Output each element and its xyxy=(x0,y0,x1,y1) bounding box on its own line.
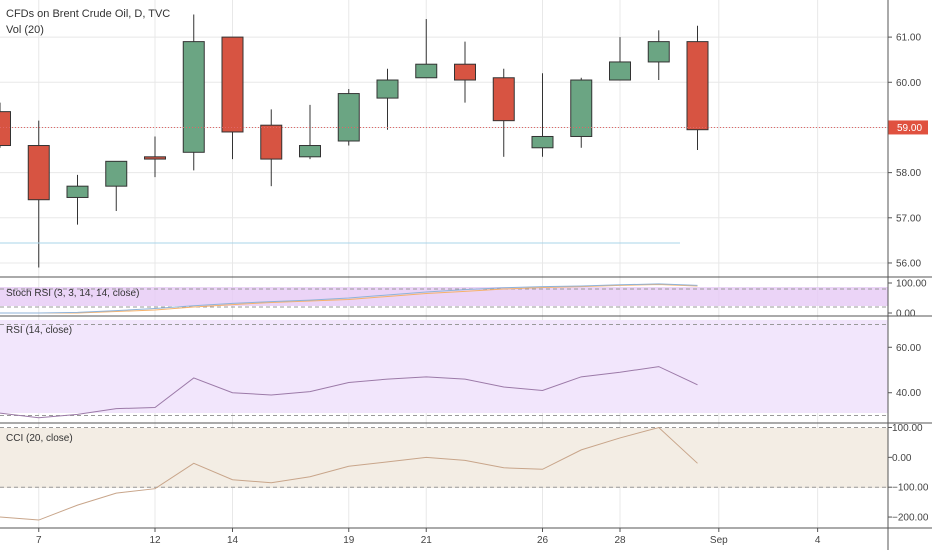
candle[interactable] xyxy=(570,77,593,148)
indicator-tick-label: 100.00 xyxy=(892,423,923,434)
candle[interactable] xyxy=(686,25,709,151)
candle[interactable] xyxy=(531,73,554,157)
indicator-tick-label: 60.00 xyxy=(896,343,921,354)
candle[interactable] xyxy=(454,41,476,103)
candle[interactable] xyxy=(299,104,321,160)
price-pane: CFDs on Brent Crude Oil, D, TVC Vol (20)… xyxy=(0,8,928,269)
price-tick-label: 56.00 xyxy=(896,258,921,269)
price-tick-label: 58.00 xyxy=(896,168,921,179)
candle[interactable] xyxy=(376,68,399,130)
candle[interactable] xyxy=(609,37,631,81)
candle[interactable] xyxy=(105,160,128,212)
candle[interactable] xyxy=(492,68,515,157)
cci-lines xyxy=(0,426,888,521)
indicator-tick-label: 40.00 xyxy=(896,388,921,399)
indicator-series-line xyxy=(0,283,698,314)
time-tick-label: 19 xyxy=(343,535,355,546)
time-tick-label: 21 xyxy=(421,535,433,546)
price-tick-label: 61.00 xyxy=(896,33,921,44)
time-tick-label: 4 xyxy=(815,535,821,546)
indicator-tick-label: −200.00 xyxy=(892,513,929,524)
candle[interactable] xyxy=(27,120,50,268)
rsi-axis: 60.00 40.00 xyxy=(888,343,921,399)
time-axis[interactable]: 7 12 14 19 21 26 28 Sep 4 xyxy=(36,528,821,546)
cci-pane: CCI (20, close) 100.00 0.00 −100.00 −200.00 xyxy=(0,423,929,524)
rsi-lines xyxy=(0,324,888,419)
indicator-tick-label: 0.00 xyxy=(896,309,916,320)
indicator-series-line xyxy=(0,283,698,314)
candle[interactable] xyxy=(260,109,283,187)
cci-band xyxy=(0,428,888,488)
indicator-series-line xyxy=(0,426,698,521)
candle[interactable] xyxy=(144,136,166,178)
rsi-pane: RSI (14, close) 60.00 40.00 xyxy=(0,320,921,419)
time-tick-label: 14 xyxy=(227,535,239,546)
candle[interactable] xyxy=(647,30,670,81)
indicator-tick-label: −100.00 xyxy=(892,483,929,494)
chart-title: CFDs on Brent Crude Oil, D, TVC xyxy=(6,8,170,20)
time-tick-label: 7 xyxy=(36,535,42,546)
candle[interactable] xyxy=(221,36,244,160)
cci-title: CCI (20, close) xyxy=(6,433,73,444)
price-axis[interactable]: 56.00 57.00 58.00 59.00 60.00 61.00 xyxy=(888,33,921,270)
price-tick-label: 60.00 xyxy=(896,78,921,89)
time-tick-label: Sep xyxy=(710,535,728,546)
candle[interactable] xyxy=(415,19,438,79)
volume-label: Vol (20) xyxy=(6,24,44,36)
candle[interactable] xyxy=(66,174,89,225)
time-tick-label: 28 xyxy=(614,535,626,546)
indicator-tick-label: 0.00 xyxy=(892,453,912,464)
candle[interactable] xyxy=(0,102,11,148)
cci-axis: 100.00 0.00 −100.00 −200.00 xyxy=(888,423,929,524)
rsi-band xyxy=(0,320,888,413)
candle[interactable] xyxy=(182,14,205,171)
indicator-series-line xyxy=(0,366,698,419)
price-tick-label: 57.00 xyxy=(896,213,921,224)
candle[interactable] xyxy=(337,89,360,146)
stoch-rsi-band xyxy=(0,287,888,306)
price-tag: 59.00 xyxy=(888,120,928,135)
price-tag-label: 59.00 xyxy=(897,123,922,134)
candles[interactable] xyxy=(0,14,709,268)
stoch-rsi-pane: Stoch RSI (3, 3, 14, 14, close) 100.00 0.… xyxy=(0,279,927,320)
rsi-title: RSI (14, close) xyxy=(6,325,72,336)
time-tick-label: 12 xyxy=(149,535,161,546)
stoch-rsi-axis: 100.00 0.00 xyxy=(888,279,927,320)
stoch-rsi-lines xyxy=(0,283,888,314)
stoch-rsi-title: Stoch RSI (3, 3, 14, 14, close) xyxy=(6,288,139,299)
time-tick-label: 26 xyxy=(537,535,549,546)
indicator-tick-label: 100.00 xyxy=(896,279,927,290)
